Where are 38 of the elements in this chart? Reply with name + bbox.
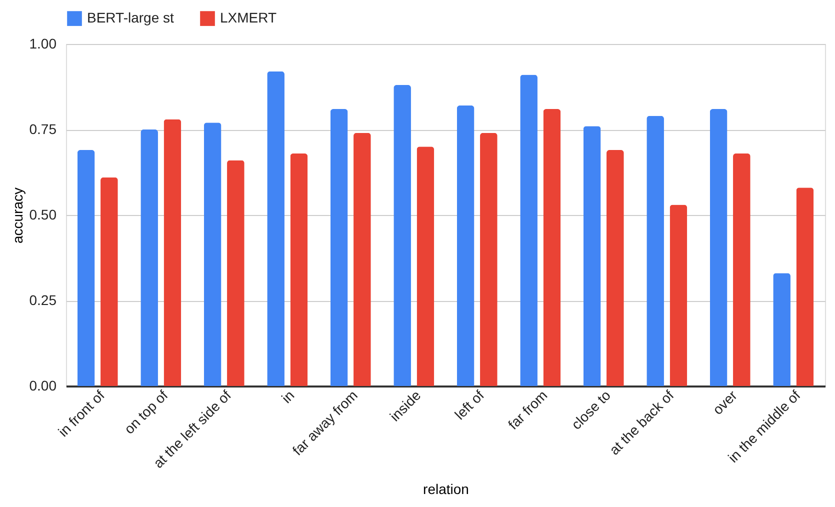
y-tick-label: 0.75 — [29, 121, 57, 137]
x-axis-title: relation — [423, 481, 469, 498]
bar — [267, 71, 284, 386]
y-tick-label: 0.50 — [29, 206, 57, 222]
x-tick-label: in — [278, 387, 298, 406]
x-tick-label: over — [709, 386, 740, 418]
x-tick-label: on top of — [120, 387, 171, 437]
bar — [330, 108, 348, 386]
legend-label: BERT-large st — [87, 10, 174, 26]
bar — [710, 108, 728, 386]
bar — [77, 150, 95, 386]
bar — [670, 204, 688, 386]
bar — [290, 153, 308, 386]
y-tick-label: 1.00 — [29, 36, 57, 52]
bar — [416, 146, 434, 386]
bar — [227, 160, 244, 386]
bar — [100, 177, 118, 386]
bar — [520, 74, 538, 386]
y-tick-label: 0.00 — [29, 378, 57, 394]
bar — [606, 150, 624, 386]
bar — [543, 108, 561, 386]
y-tick-label: 0.25 — [29, 292, 57, 308]
x-tick-label: left of — [451, 387, 488, 423]
bar — [456, 106, 474, 386]
x-tick-label: far from — [504, 387, 550, 433]
legend-label: LXMERT — [220, 10, 277, 26]
bar — [164, 119, 182, 386]
bar — [583, 126, 601, 386]
bar — [354, 132, 371, 386]
bar — [394, 85, 411, 386]
y-axis-title: accuracy — [9, 187, 26, 244]
bar — [204, 122, 222, 386]
bar — [646, 116, 664, 386]
bar — [480, 132, 498, 386]
bar — [733, 153, 750, 386]
bar — [773, 273, 790, 386]
bar — [140, 130, 158, 386]
bar — [796, 188, 814, 386]
